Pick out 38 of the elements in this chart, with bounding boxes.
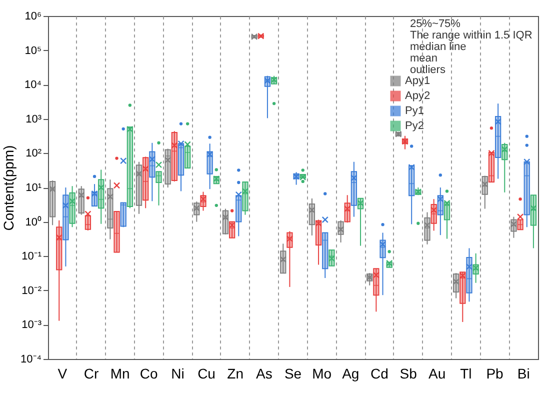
x-tick-label: Se [284,366,302,382]
x-tick-label: Zn [227,366,244,382]
x-tick-label: Ag [342,366,360,382]
x-tick-label: Cr [84,366,99,382]
x-tick-label: Ni [171,366,184,382]
y-tick-label: 10³ [26,113,42,126]
y-tick-label: 10⁴ [24,79,42,92]
x-tick-label: Au [428,366,446,382]
x-tick-label: Cu [198,366,216,382]
y-tick-label: 10⁵ [24,44,42,57]
legend-label: Apy2 [405,90,430,102]
y-axis-title: Content(ppm) [0,145,17,231]
annotation: 25%~75% [410,18,461,30]
annotation: The range within 1.5 IQR [410,30,532,42]
annotation: outliers [410,64,446,76]
legend-label: Py2 [405,120,424,132]
legend-label: Py1 [405,105,424,117]
x-tick-label: Cd [370,366,388,382]
y-tick-label: 10⁰ [25,215,42,228]
legend-label: Apy1 [405,75,430,87]
x-tick-label: Tl [460,366,472,382]
x-tick-label: As [256,366,272,382]
y-tick-label: 10⁻⁴ [20,354,42,366]
y-tick-label: 10² [26,148,42,160]
x-tick-label: Co [140,366,158,382]
y-tick-label: 10⁶ [24,10,42,22]
x-tick-label: Pb [486,366,504,382]
x-tick-label: V [58,366,68,382]
y-tick-label: 10⁻² [22,284,42,297]
annotation: median line [410,41,466,53]
annotation: mean [410,52,438,64]
y-tick-label: 10⁻¹ [22,250,42,263]
x-tick-label: Mn [110,366,130,382]
x-tick-label: Sb [400,366,418,382]
y-tick-label: 10¹ [26,182,42,194]
x-tick-label: Bi [517,366,530,382]
x-tick-label: Mo [312,366,332,382]
y-tick-label: 10⁻³ [22,319,42,332]
